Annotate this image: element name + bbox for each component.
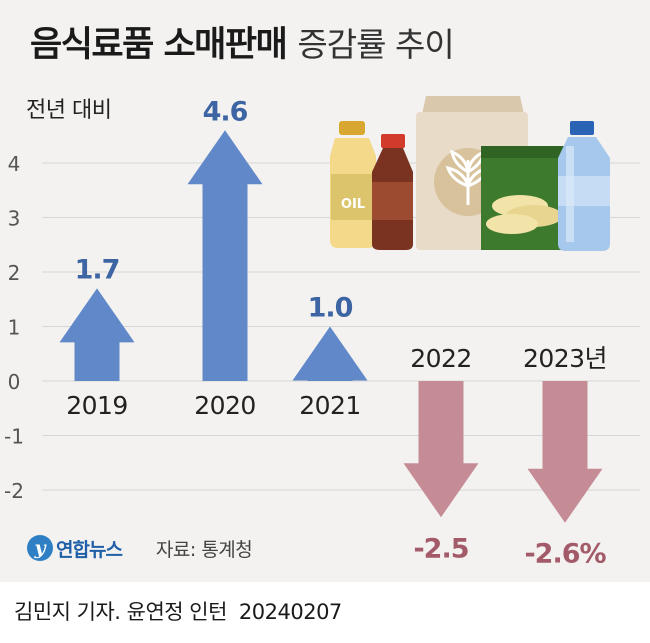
category-label: 2021 xyxy=(299,391,361,420)
grocery-illustration: OIL xyxy=(330,96,610,251)
bar-arrow-2022 xyxy=(403,381,479,518)
value-label: 1.0 xyxy=(308,293,353,324)
y-tick-label: 0 xyxy=(8,370,21,394)
labels: 1.7 2019 4.6 2020 1.0 2021 -2.5 2022 -2.6% 2023년 xyxy=(66,96,607,569)
bars xyxy=(59,130,603,523)
bar-arrow-2019 xyxy=(59,288,135,381)
category-label: 2022 xyxy=(410,344,472,373)
source-text: 자료: 통계청 xyxy=(155,538,253,561)
title-light: 증감률 추이 xyxy=(297,25,454,64)
y-tick-label: 3 xyxy=(8,207,21,231)
bar-arrow-2021 xyxy=(292,326,368,381)
value-label: 4.6 xyxy=(203,96,248,127)
y-tick-label: 1 xyxy=(8,316,21,340)
water-bottle-icon xyxy=(558,121,610,251)
sauce-bottle-icon xyxy=(372,134,413,250)
y-tick-label: -2 xyxy=(4,479,24,503)
svg-text:OIL: OIL xyxy=(341,197,365,212)
bar-arrow-2023 xyxy=(527,381,603,523)
credit-author: 김민지 기자. 윤연정 인턴 xyxy=(14,600,227,624)
category-label: 2023년 xyxy=(523,344,607,373)
y-tick-label: 2 xyxy=(8,261,21,285)
y-tick-label: -1 xyxy=(4,425,24,449)
credit-date: 20240207 xyxy=(238,600,342,624)
oil-bottle-icon: OIL xyxy=(330,121,376,248)
category-label: 2020 xyxy=(194,391,256,420)
yonhap-logo: y 연합뉴스 xyxy=(27,535,123,562)
yonhap-logo-icon: y xyxy=(27,535,53,561)
credit-line: 김민지 기자. 윤연정 인턴 20240207 xyxy=(14,596,342,626)
yonhap-logo-text: 연합뉴스 xyxy=(56,538,123,561)
source-area: y 연합뉴스 자료: 통계청 xyxy=(27,530,253,566)
y-axis-label: 전년 대비 xyxy=(26,98,112,123)
value-label: 1.7 xyxy=(75,254,120,285)
bar-arrow-2020 xyxy=(187,130,263,381)
chart-title: 음식료품 소매판매 증감률 추이 xyxy=(30,16,455,67)
bar-arrow-chart: 4 3 2 1 0 -1 -2 OIL xyxy=(4,96,640,570)
title-bold: 음식료품 소매판매 xyxy=(30,25,288,65)
value-label: -2.6% xyxy=(524,539,606,570)
y-tick-label: 4 xyxy=(8,152,21,176)
category-label: 2019 xyxy=(66,391,128,420)
value-label: -2.5 xyxy=(413,533,468,564)
